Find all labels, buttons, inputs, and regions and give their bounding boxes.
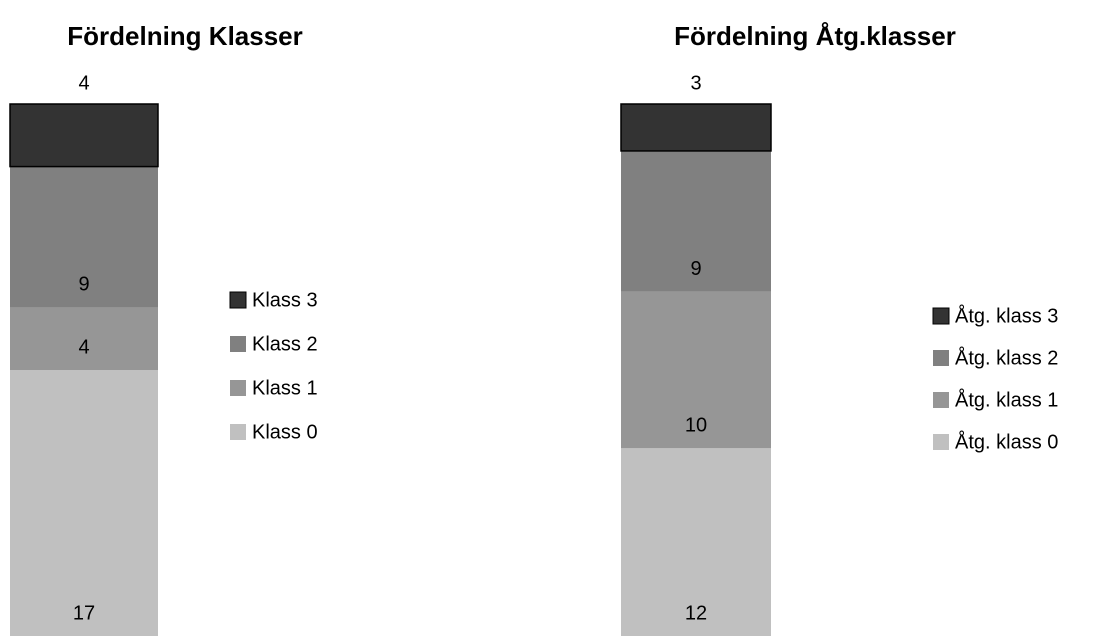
legend-label: Klass 0 (252, 421, 318, 443)
legend-swatch (229, 291, 247, 309)
legend-swatch (230, 336, 246, 352)
bar-segment (621, 291, 771, 449)
bar-segment (621, 448, 771, 636)
legend-label: Åtg. klass 3 (955, 304, 1058, 327)
legend-swatch (932, 307, 950, 325)
legend-label: Klass 3 (252, 289, 318, 311)
legend-label: Klass 2 (252, 333, 318, 355)
bar-segment (9, 103, 159, 168)
legend-swatch (933, 350, 949, 366)
data-label: 4 (78, 72, 89, 94)
data-label: 9 (690, 258, 701, 280)
data-label: 3 (690, 72, 701, 94)
data-label: 17 (73, 602, 95, 624)
legend-label: Klass 1 (252, 377, 318, 399)
chart-title: Fördelning Åtg.klasser (674, 21, 956, 51)
bar-segment (621, 150, 771, 292)
legend-label: Åtg. klass 0 (955, 430, 1058, 453)
legend-label: Åtg. klass 2 (955, 346, 1058, 369)
bar-segment (10, 307, 158, 370)
bar-segment (620, 103, 772, 152)
legend-label: Åtg. klass 1 (955, 388, 1058, 411)
bar-segment (10, 166, 158, 308)
legend-swatch (230, 424, 246, 440)
chart-title: Fördelning Klasser (67, 21, 303, 51)
legend-swatch (933, 392, 949, 408)
bar-segment (10, 370, 158, 636)
data-label: 10 (685, 415, 707, 437)
data-label: 9 (78, 274, 89, 296)
data-label: 12 (685, 602, 707, 624)
data-label: 4 (78, 336, 89, 358)
legend-swatch (933, 434, 949, 450)
legend-swatch (230, 380, 246, 396)
